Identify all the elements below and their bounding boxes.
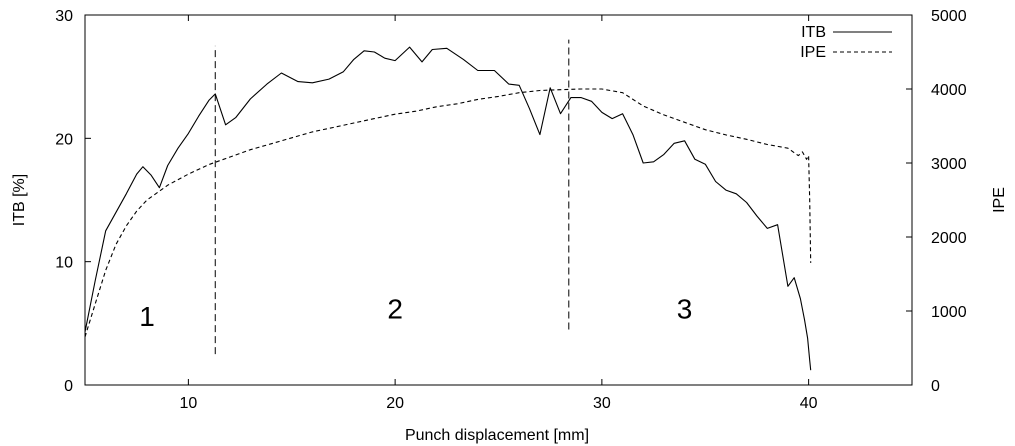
x-tick-label: 40	[800, 395, 818, 412]
y-tick-label: 20	[55, 131, 73, 148]
series-line-ipe	[84, 88, 812, 338]
series-line-itb	[84, 46, 812, 371]
region-labels: 1 2 3	[139, 293, 692, 331]
x-tick-label: 30	[593, 395, 611, 412]
y2-tick-label: 0	[931, 378, 940, 395]
region-label-1: 1	[139, 301, 155, 332]
x-axis-title: Punch displacement [mm]	[405, 427, 589, 444]
x-tick-label: 10	[179, 395, 197, 412]
plot-frame	[84, 14, 913, 386]
legend-label-ipe: IPE	[800, 44, 826, 61]
region-dividers	[214, 39, 570, 355]
y-tick-label: 10	[55, 255, 73, 272]
legend: ITB IPE	[800, 24, 892, 61]
region-label-3: 3	[677, 293, 693, 324]
y2-tick-label: 3000	[931, 156, 967, 173]
plot-area-border	[84, 14, 913, 386]
legend-label-itb: ITB	[801, 24, 826, 41]
x-tick-label: 20	[386, 395, 404, 412]
series-lines	[84, 46, 812, 371]
y2-tick-label: 2000	[931, 230, 967, 247]
y2-tick-label: 4000	[931, 82, 967, 99]
legend-item-itb: ITB	[801, 24, 892, 41]
y-axis-title: ITB [%]	[11, 174, 28, 226]
y2-tick-label: 5000	[931, 8, 967, 25]
y2-tick-label: 1000	[931, 304, 967, 321]
y-tick-label: 0	[64, 378, 73, 395]
region-label-2: 2	[387, 293, 403, 324]
y-tick-label: 30	[55, 8, 73, 25]
legend-item-ipe: IPE	[800, 44, 892, 61]
axis-ticks: 10 20 30 40 0 10 20 30 0 1000 2000 3000 4000 5000	[55, 8, 966, 412]
y2-axis-title: IPE	[991, 187, 1008, 213]
